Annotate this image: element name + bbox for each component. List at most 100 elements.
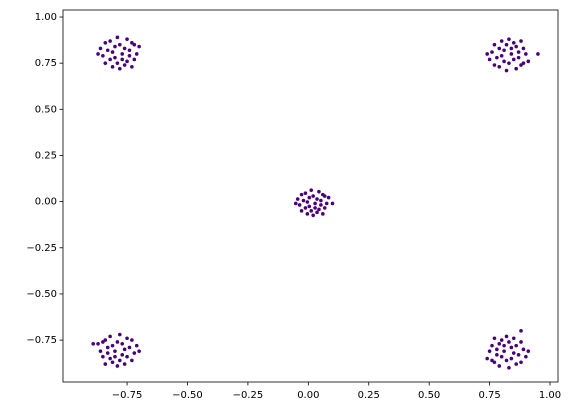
point — [127, 53, 132, 58]
point — [293, 201, 298, 206]
point — [137, 44, 141, 49]
point — [326, 195, 331, 200]
point — [514, 66, 518, 71]
point — [514, 44, 518, 49]
point — [132, 42, 137, 47]
point — [96, 341, 100, 346]
point — [110, 50, 115, 54]
point — [509, 356, 514, 361]
point — [502, 349, 506, 353]
point — [497, 341, 502, 346]
point — [297, 203, 302, 207]
point — [492, 42, 497, 47]
point — [103, 41, 108, 45]
point — [117, 42, 122, 47]
point — [307, 204, 312, 209]
point — [511, 351, 516, 355]
point — [120, 353, 125, 357]
point — [108, 334, 112, 339]
point — [295, 197, 300, 201]
point — [521, 347, 526, 352]
point — [504, 358, 509, 363]
y-tick-label: 0.25 — [35, 150, 57, 161]
point — [115, 61, 120, 65]
point — [497, 364, 502, 368]
point — [519, 360, 523, 365]
point — [499, 354, 504, 359]
point — [322, 194, 327, 198]
point — [509, 46, 514, 51]
point — [301, 198, 306, 203]
point — [524, 354, 528, 359]
y-tick-label: 0.50 — [35, 104, 57, 115]
point — [490, 358, 494, 363]
point — [115, 35, 120, 40]
point — [504, 42, 509, 47]
point — [502, 343, 506, 348]
point — [536, 52, 540, 56]
y-tick-label: 0.75 — [35, 58, 57, 69]
point — [511, 336, 516, 341]
point — [322, 206, 327, 210]
y-tick-label: −0.50 — [26, 289, 57, 300]
point — [499, 53, 504, 58]
point — [516, 55, 521, 60]
point — [134, 52, 139, 56]
point — [132, 57, 137, 62]
point — [485, 52, 489, 56]
point — [315, 197, 319, 201]
x-tick-label: 0.50 — [418, 390, 440, 401]
x-tick-label: 0.00 — [297, 390, 319, 401]
point — [309, 188, 314, 192]
point — [105, 48, 110, 53]
axes-frame — [62, 9, 559, 383]
point — [309, 209, 314, 213]
point — [134, 343, 139, 348]
point — [132, 351, 137, 355]
point — [108, 57, 112, 62]
point — [122, 46, 127, 51]
point — [110, 65, 115, 69]
point — [526, 349, 531, 353]
point — [319, 198, 323, 203]
point — [105, 351, 110, 355]
point — [103, 362, 108, 366]
point — [125, 354, 129, 359]
point — [108, 356, 112, 361]
point — [299, 209, 304, 213]
point — [315, 210, 319, 215]
point — [324, 201, 329, 206]
point — [495, 55, 499, 60]
point — [113, 55, 117, 60]
x-tick-label: 1.00 — [539, 390, 561, 401]
point — [511, 57, 516, 62]
point — [130, 358, 134, 363]
point — [487, 57, 492, 62]
x-tick-label: −0.50 — [172, 390, 203, 401]
point — [519, 39, 523, 43]
point — [305, 200, 310, 204]
point — [105, 345, 110, 350]
point — [521, 61, 526, 65]
y-tick-label: 0.00 — [35, 197, 57, 208]
point — [98, 349, 103, 353]
point — [504, 68, 509, 73]
x-tick-label: −0.75 — [112, 390, 143, 401]
point — [120, 57, 125, 62]
point — [495, 353, 499, 357]
point — [507, 61, 511, 65]
point — [110, 360, 115, 365]
point — [101, 354, 105, 359]
point — [91, 341, 96, 346]
point — [101, 53, 105, 58]
point — [487, 349, 492, 353]
point — [321, 212, 325, 216]
point — [122, 362, 127, 366]
point — [495, 347, 499, 352]
point — [524, 52, 528, 56]
point — [110, 343, 115, 348]
y-tick-label: 1.00 — [35, 12, 57, 23]
point — [485, 356, 489, 361]
point — [130, 338, 134, 342]
point — [509, 52, 514, 56]
